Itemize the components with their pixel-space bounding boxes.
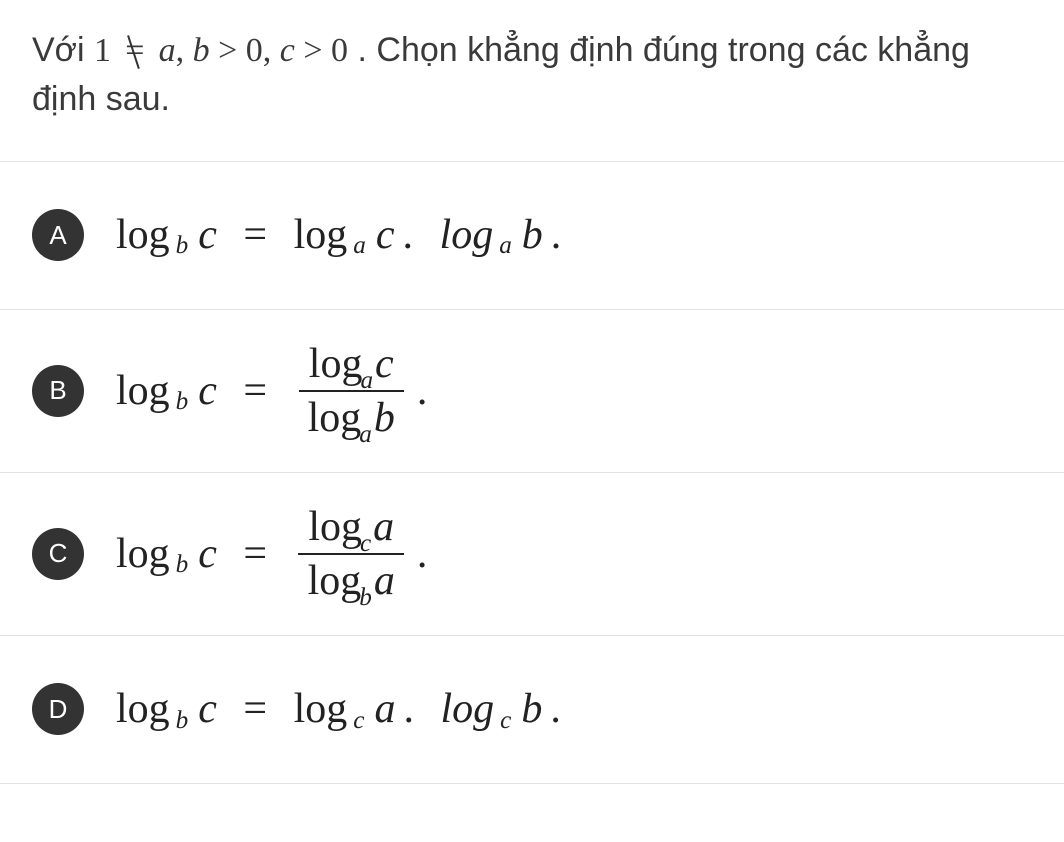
option-d-badge: D (32, 683, 84, 735)
option-c-formula: logbc = logca logba . (116, 501, 427, 607)
fraction: logac logab (298, 338, 405, 444)
fraction-numerator: logca (298, 501, 404, 555)
neq-symbol (119, 26, 150, 75)
option-a-formula: logbc = logac. logab. (116, 211, 561, 259)
fraction-denominator: logba (298, 555, 405, 607)
option-a[interactable]: A logbc = logac. logab. (0, 162, 1064, 310)
option-b-badge: B (32, 365, 84, 417)
fraction: logca logba (298, 501, 405, 607)
option-d-formula: logbc = logca. logcb. (116, 685, 561, 733)
question-text: Với 1 a, b > 0, c > 0 . Chọn khẳng định … (0, 0, 1064, 162)
option-b[interactable]: B logbc = logac logab . (0, 310, 1064, 473)
question-condition-math: 1 a, b > 0, c > 0 (94, 32, 348, 69)
question-prefix: Với (32, 31, 94, 69)
option-a-badge: A (32, 209, 84, 261)
option-c-badge: C (32, 528, 84, 580)
fraction-numerator: logac (299, 338, 404, 392)
option-d[interactable]: D logbc = logca. logcb. (0, 636, 1064, 784)
option-c[interactable]: C logbc = logca logba . (0, 473, 1064, 636)
fraction-denominator: logab (298, 392, 405, 444)
option-b-formula: logbc = logac logab . (116, 338, 427, 444)
